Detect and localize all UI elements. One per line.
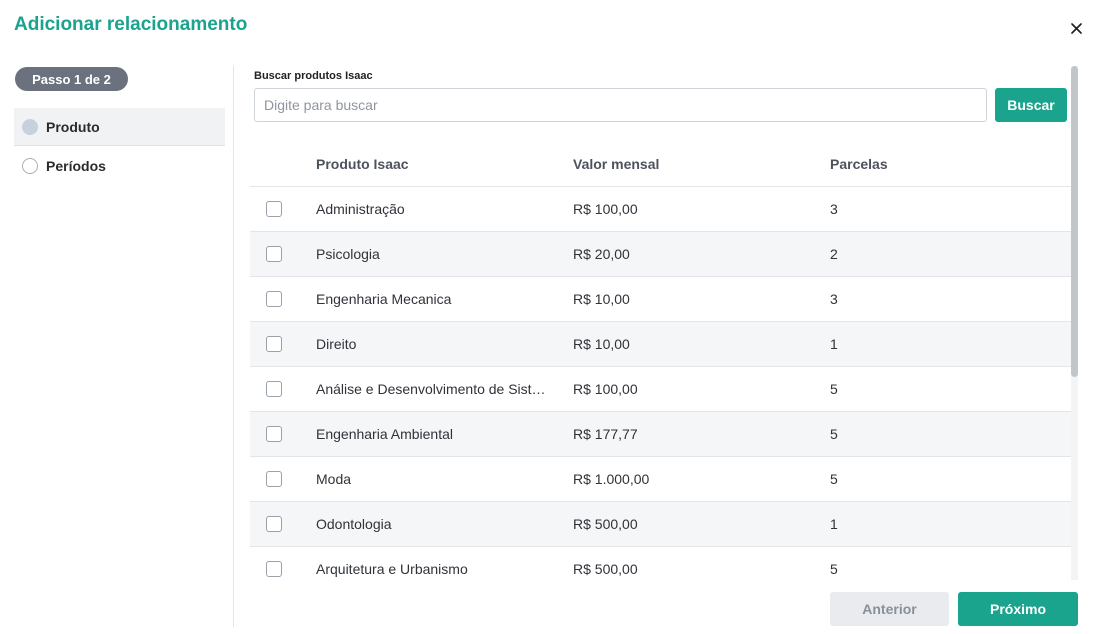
table-row[interactable]: Psicologia R$ 20,00 2 xyxy=(250,232,1072,277)
panel-divider xyxy=(233,66,234,627)
product-name: Arquitetura e Urbanismo xyxy=(316,561,468,577)
installments: 1 xyxy=(830,336,838,352)
row-checkbox[interactable] xyxy=(266,381,282,397)
row-checkbox[interactable] xyxy=(266,516,282,532)
row-checkbox-cell xyxy=(250,516,316,532)
row-checkbox[interactable] xyxy=(266,471,282,487)
row-checkbox[interactable] xyxy=(266,246,282,262)
search-button[interactable]: Buscar xyxy=(995,88,1067,122)
column-header-installments: Parcelas xyxy=(830,156,888,172)
previous-button: Anterior xyxy=(830,592,949,626)
product-name: Engenharia Ambiental xyxy=(316,426,453,442)
monthly-value: R$ 500,00 xyxy=(573,516,638,532)
product-name: Direito xyxy=(316,336,357,352)
table-row[interactable]: Odontologia R$ 500,00 1 xyxy=(250,502,1072,547)
monthly-value: R$ 20,00 xyxy=(573,246,630,262)
monthly-value: R$ 1.000,00 xyxy=(573,471,650,487)
row-checkbox-cell xyxy=(250,561,316,577)
row-checkbox[interactable] xyxy=(266,336,282,352)
column-header-value: Valor mensal xyxy=(573,156,660,172)
installments: 2 xyxy=(830,246,838,262)
step-indicator-icon xyxy=(22,158,38,174)
search-label: Buscar produtos Isaac xyxy=(254,70,373,82)
row-checkbox-cell xyxy=(250,336,316,352)
product-name: Administração xyxy=(316,201,405,217)
installments: 3 xyxy=(830,201,838,217)
table-row[interactable]: Análise e Desenvolvimento de Sist… R$ 100… xyxy=(250,367,1072,412)
row-checkbox-cell xyxy=(250,471,316,487)
table-row[interactable]: Engenharia Ambiental R$ 177,77 5 xyxy=(250,412,1072,457)
row-checkbox-cell xyxy=(250,381,316,397)
row-checkbox[interactable] xyxy=(266,291,282,307)
table-header: Produto Isaac Valor mensal Parcelas xyxy=(250,142,1072,187)
product-name: Moda xyxy=(316,471,352,487)
monthly-value: R$ 100,00 xyxy=(573,381,638,397)
next-button[interactable]: Próximo xyxy=(958,592,1078,626)
installments: 3 xyxy=(830,291,838,307)
monthly-value: R$ 10,00 xyxy=(573,291,630,307)
monthly-value: R$ 100,00 xyxy=(573,201,638,217)
monthly-value: R$ 177,77 xyxy=(573,426,638,442)
row-checkbox[interactable] xyxy=(266,426,282,442)
step-label: Períodos xyxy=(46,158,106,174)
monthly-value: R$ 10,00 xyxy=(573,336,630,352)
search-input[interactable] xyxy=(254,88,987,122)
table-row[interactable]: Arquitetura e Urbanismo R$ 500,00 5 xyxy=(250,547,1072,580)
step-produto[interactable]: Produto xyxy=(14,108,225,146)
row-checkbox-cell xyxy=(250,246,316,262)
products-table: Produto Isaac Valor mensal Parcelas Admi… xyxy=(250,142,1072,580)
step-label: Produto xyxy=(46,118,100,135)
table-row[interactable]: Administração R$ 100,00 3 xyxy=(250,187,1072,232)
table-row[interactable]: Moda R$ 1.000,00 5 xyxy=(250,457,1072,502)
modal-title: Adicionar relacionamento xyxy=(14,14,248,35)
product-name: Odontologia xyxy=(316,516,392,532)
installments: 5 xyxy=(830,471,838,487)
scrollbar-thumb[interactable] xyxy=(1071,66,1078,377)
product-name: Engenharia Mecanica xyxy=(316,291,452,307)
installments: 1 xyxy=(830,516,838,532)
step-indicator-icon xyxy=(22,118,38,135)
row-checkbox-cell xyxy=(250,291,316,307)
product-name: Análise e Desenvolvimento de Sist… xyxy=(316,381,546,397)
close-icon xyxy=(1070,22,1082,34)
step-periodos[interactable]: Períodos xyxy=(14,147,225,185)
installments: 5 xyxy=(830,426,838,442)
row-checkbox-cell xyxy=(250,426,316,442)
installments: 5 xyxy=(830,381,838,397)
row-checkbox[interactable] xyxy=(266,201,282,217)
close-button[interactable] xyxy=(1066,18,1086,38)
installments: 5 xyxy=(830,561,838,577)
row-checkbox[interactable] xyxy=(266,561,282,577)
row-checkbox-cell xyxy=(250,201,316,217)
monthly-value: R$ 500,00 xyxy=(573,561,638,577)
table-row[interactable]: Engenharia Mecanica R$ 10,00 3 xyxy=(250,277,1072,322)
product-name: Psicologia xyxy=(316,246,380,262)
table-row[interactable]: Direito R$ 10,00 1 xyxy=(250,322,1072,367)
step-badge: Passo 1 de 2 xyxy=(15,67,128,91)
column-header-product: Produto Isaac xyxy=(316,156,409,172)
